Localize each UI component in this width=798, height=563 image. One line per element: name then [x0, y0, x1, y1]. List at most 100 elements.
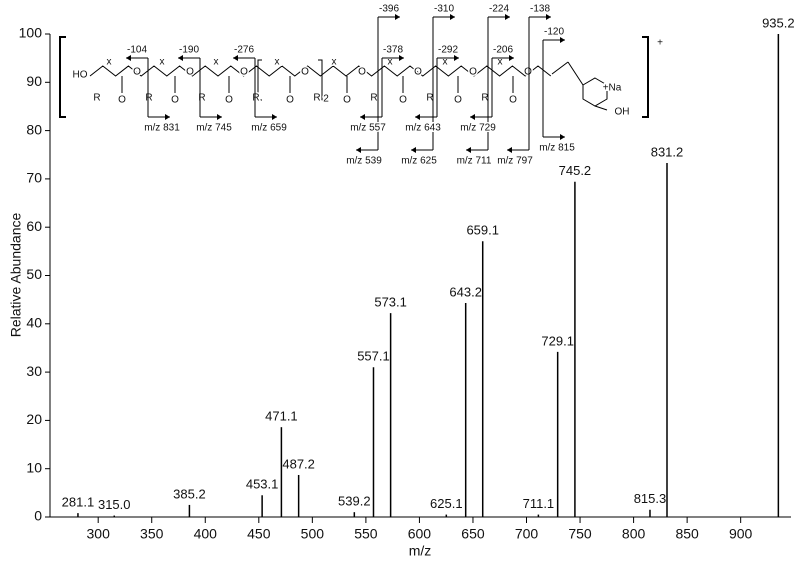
loss-label: -224 — [489, 4, 509, 15]
arrow-head — [546, 14, 551, 20]
atom-label: R — [252, 93, 259, 104]
bond — [594, 105, 608, 111]
peak-label: 729.1 — [541, 333, 574, 348]
bond — [567, 61, 584, 86]
fragment-label: m/z 797 — [497, 156, 533, 167]
arrow-head — [454, 55, 459, 61]
arrow-head — [507, 147, 512, 153]
loss-label: -206 — [493, 45, 513, 56]
atom-label: O — [358, 67, 366, 78]
atom-label: O — [509, 95, 517, 106]
arrow-head — [470, 114, 475, 120]
atom-label: 2 — [323, 94, 329, 105]
y-tick-label: 40 — [26, 315, 42, 331]
arrow-head — [466, 147, 471, 153]
y-tick-label: 0 — [34, 508, 42, 524]
atom-label: x — [498, 57, 503, 68]
atom-label: x — [275, 57, 280, 68]
peak-label: 315.0 — [98, 497, 131, 512]
fragment-label: m/z 831 — [144, 123, 180, 134]
arrow-head — [178, 55, 183, 61]
peak-label: 487.2 — [282, 456, 315, 471]
atom-label: R — [93, 93, 100, 104]
x-tick-label: 300 — [87, 526, 111, 542]
loss-label: -190 — [179, 45, 199, 56]
arrow-head — [360, 114, 365, 120]
arrow-head — [415, 114, 420, 120]
atom-label: x — [388, 57, 393, 68]
atom-label: O — [454, 95, 462, 106]
bond — [551, 61, 569, 75]
arrow-head — [356, 147, 361, 153]
x-axis-title: m/z — [409, 543, 432, 559]
fragment-label: m/z 557 — [350, 123, 386, 134]
arrow-head — [272, 114, 277, 120]
arrow-head — [395, 14, 400, 20]
y-tick-label: 60 — [26, 218, 42, 234]
peak-label: 471.1 — [265, 409, 298, 424]
peak-label: 281.1 — [62, 495, 95, 510]
fragment-label: m/z 643 — [405, 123, 441, 134]
y-tick-label: 50 — [26, 266, 42, 282]
x-tick-label: 900 — [729, 526, 753, 542]
atom-label: O — [225, 95, 233, 106]
y-tick-label: 100 — [19, 25, 43, 41]
y-tick-label: 10 — [26, 459, 42, 475]
loss-label: -104 — [127, 45, 147, 56]
atom-label: x — [332, 57, 337, 68]
x-tick-label: 350 — [140, 526, 164, 542]
fragment-label: m/z 659 — [251, 123, 287, 134]
y-tick-label: 30 — [26, 363, 42, 379]
x-tick-label: 500 — [301, 526, 325, 542]
x-tick-label: 550 — [354, 526, 378, 542]
peak-label: 659.1 — [466, 223, 499, 238]
atom-label: R — [370, 93, 377, 104]
y-tick-label: 80 — [26, 121, 42, 137]
x-tick-label: 400 — [194, 526, 218, 542]
x-tick-label: 650 — [461, 526, 485, 542]
fragment-label: m/z 815 — [539, 143, 575, 154]
loss-label: -378 — [383, 45, 403, 56]
atom-label: O — [343, 95, 351, 106]
x-tick-label: 850 — [675, 526, 699, 542]
arrow-head — [560, 37, 565, 43]
atom-label: R — [426, 93, 433, 104]
x-tick-label: 450 — [247, 526, 271, 542]
arrow-head — [411, 147, 416, 153]
arrow-head — [217, 114, 222, 120]
fragment-label: m/z 539 — [346, 156, 382, 167]
repeat-bracket — [257, 59, 323, 101]
atom-label: O — [399, 95, 407, 106]
peak-label: 815.3 — [634, 491, 667, 506]
atom-label: O — [469, 67, 477, 78]
loss-label: -276 — [234, 45, 254, 56]
peak-label: 711.1 — [523, 496, 555, 511]
atom-label: O — [240, 67, 248, 78]
peak-label: 745.2 — [559, 163, 592, 178]
fragment-label: m/z 729 — [460, 123, 496, 134]
fragment-label: m/z 745 — [196, 123, 232, 134]
peak-label: 625.1 — [430, 496, 463, 511]
atom-label: R — [198, 93, 205, 104]
atom-label: x — [214, 57, 219, 68]
atom-label: O — [118, 95, 126, 106]
fragment-label: m/z 711 — [457, 156, 492, 167]
atom-label: x — [443, 57, 448, 68]
loss-label: -120 — [544, 27, 564, 38]
atom-label: x — [107, 57, 112, 68]
structure-bracket — [59, 36, 649, 118]
atom-label: R — [313, 93, 320, 104]
atom-label: O — [301, 67, 309, 78]
arrow-head — [505, 14, 510, 20]
peak-label: 453.1 — [246, 477, 279, 492]
atom-label: R — [145, 93, 152, 104]
atom-label: O — [171, 95, 179, 106]
peak-label: 385.2 — [173, 486, 206, 501]
loss-label: -310 — [434, 4, 454, 15]
peak-label: 643.2 — [449, 284, 482, 299]
y-tick-label: 20 — [26, 411, 42, 427]
atom-label: OH — [615, 107, 630, 118]
atom-label: O — [286, 95, 294, 106]
